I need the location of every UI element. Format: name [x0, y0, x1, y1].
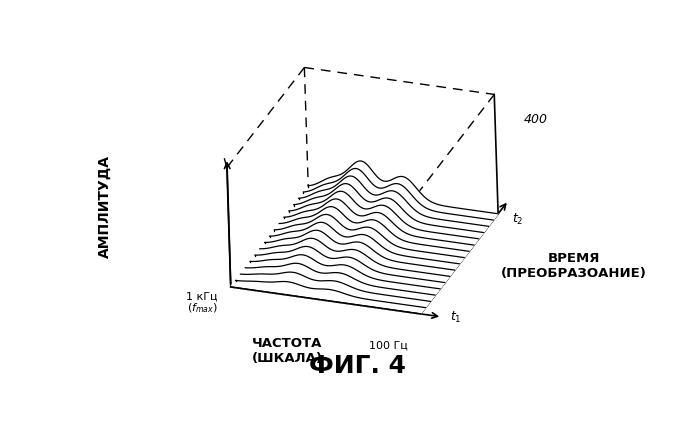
Text: ВРЕМЯ
(ПРЕОБРАЗОАНИЕ): ВРЕМЯ (ПРЕОБРАЗОАНИЕ): [501, 252, 647, 280]
Polygon shape: [250, 247, 445, 289]
Polygon shape: [240, 263, 435, 301]
Polygon shape: [298, 168, 493, 226]
Text: $(f_{max})$: $(f_{max})$: [187, 301, 217, 315]
Polygon shape: [231, 280, 426, 314]
Text: 1 кГц: 1 кГц: [186, 292, 217, 302]
Polygon shape: [274, 207, 469, 257]
Polygon shape: [255, 238, 449, 283]
Text: $t_1$: $t_1$: [450, 310, 462, 325]
Polygon shape: [265, 222, 459, 270]
Polygon shape: [294, 176, 489, 233]
Text: 400: 400: [524, 113, 548, 126]
Text: ФИГ. 4: ФИГ. 4: [310, 354, 406, 378]
Text: ЧАСТОТА
(ШКАЛА): ЧАСТОТА (ШКАЛА): [252, 337, 323, 365]
Polygon shape: [236, 272, 431, 308]
Polygon shape: [279, 199, 474, 251]
Polygon shape: [260, 230, 454, 276]
Text: АМПЛИТУДА: АМПЛИТУДА: [97, 155, 111, 258]
Polygon shape: [289, 184, 484, 239]
Polygon shape: [245, 255, 440, 295]
Polygon shape: [270, 214, 464, 264]
Text: 100 Гц: 100 Гц: [368, 341, 408, 351]
Text: $t_2$: $t_2$: [512, 212, 524, 227]
Polygon shape: [303, 161, 498, 220]
Polygon shape: [284, 191, 479, 245]
